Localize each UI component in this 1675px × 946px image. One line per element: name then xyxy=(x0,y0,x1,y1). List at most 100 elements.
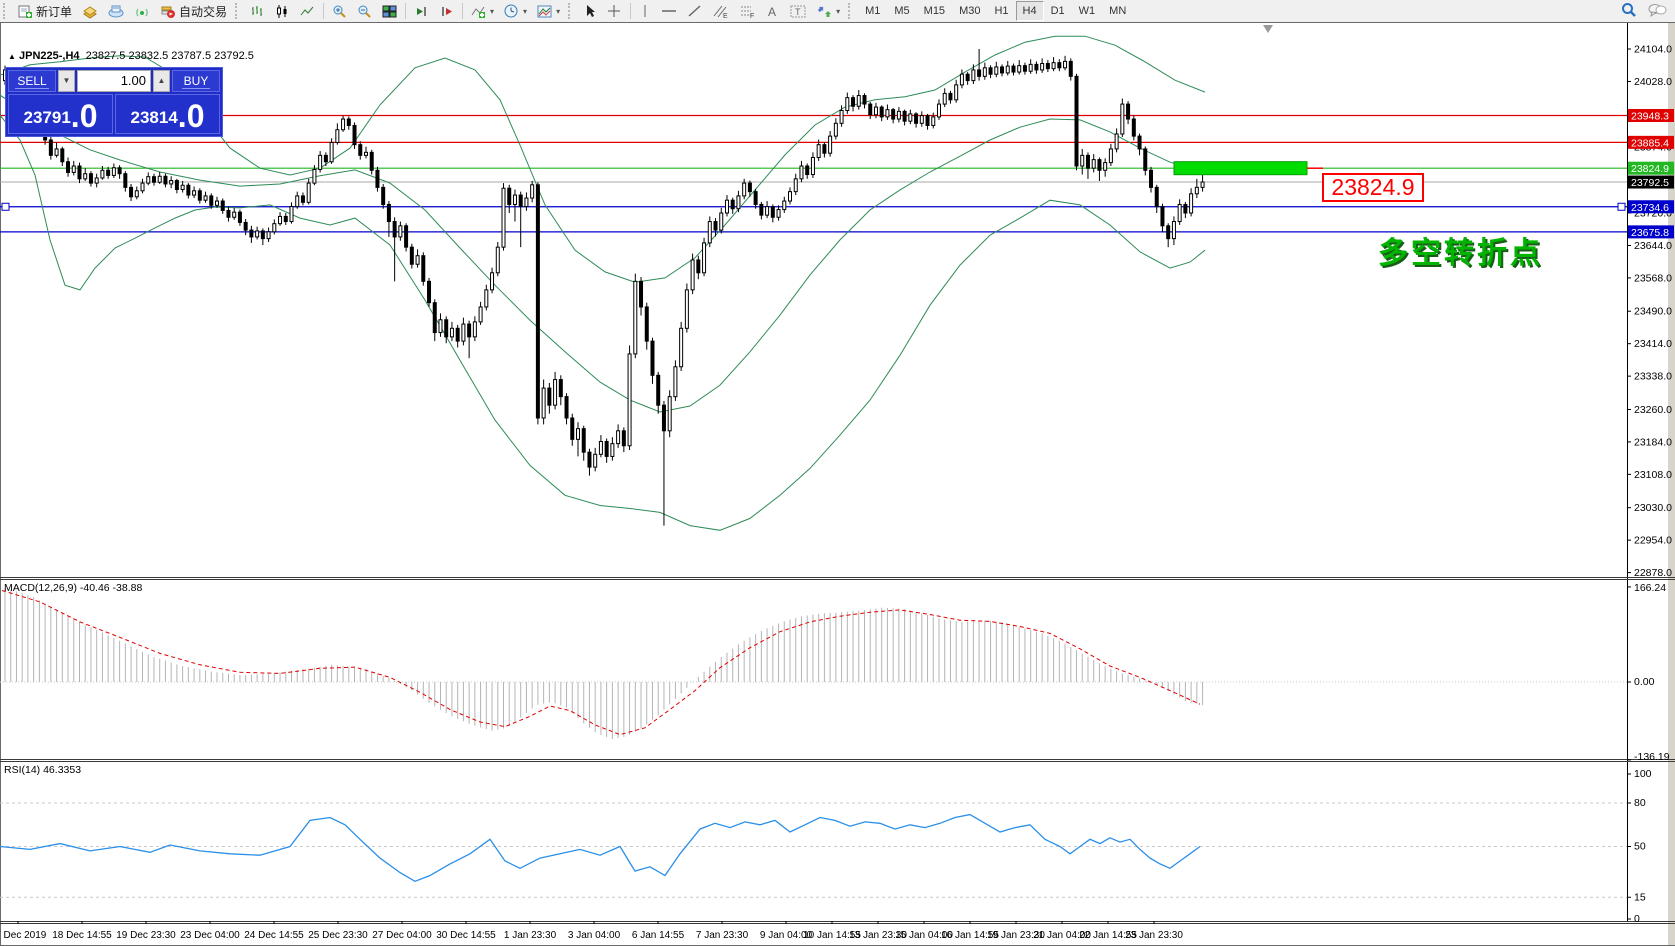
signals-button[interactable] xyxy=(129,0,155,22)
chevron-down-icon: ▾ xyxy=(490,6,495,16)
main-toolbar: 新订单 自动交易 ▾ ▾ ▾ xyxy=(0,0,1675,23)
periods-button[interactable]: ▾ xyxy=(499,0,532,22)
right-scroll-strip[interactable] xyxy=(1668,23,1675,945)
volume-up-button[interactable]: ▲ xyxy=(153,70,170,92)
svg-text:23792.5: 23792.5 xyxy=(1631,177,1669,189)
bollinger-middle-line xyxy=(0,94,1206,413)
search-icon[interactable] xyxy=(1621,2,1637,21)
toolbar-grip-2[interactable] xyxy=(235,3,242,19)
tile-windows-button[interactable] xyxy=(377,0,402,22)
svg-text:23260.0: 23260.0 xyxy=(1634,404,1672,416)
text-tool-button[interactable]: A xyxy=(761,0,785,22)
svg-text:23030.0: 23030.0 xyxy=(1634,502,1672,514)
templates-icon xyxy=(537,4,552,19)
window-border xyxy=(0,22,1675,946)
volume-down-button[interactable]: ▼ xyxy=(58,70,75,92)
new-order-icon xyxy=(18,4,33,19)
timeframe-w1[interactable]: W1 xyxy=(1078,5,1096,17)
label-tool-button[interactable]: T xyxy=(785,0,812,22)
line-chart-button[interactable] xyxy=(295,0,320,22)
svg-text:23885.4: 23885.4 xyxy=(1631,137,1669,149)
indicators-icon xyxy=(471,4,486,19)
macd-panel: 166.24 0.00 -136.19 MACD(12,26,9) -40.46 -3… xyxy=(0,582,1670,763)
svg-text:23 Dec 04:00: 23 Dec 04:00 xyxy=(180,930,240,941)
auto-scroll-button[interactable] xyxy=(409,0,434,22)
svg-text:23675.8: 23675.8 xyxy=(1631,227,1669,239)
toolbar-grip-3[interactable] xyxy=(568,3,575,19)
autotrade-button[interactable]: 自动交易 xyxy=(155,0,232,22)
timeframe-m1[interactable]: M1 xyxy=(865,5,881,17)
candle-chart-button[interactable] xyxy=(270,0,295,22)
chart-canvas[interactable]: 24104.024028.023950.023874.023796.023720… xyxy=(0,22,1675,946)
toolbar-grip-4[interactable] xyxy=(848,3,855,19)
market-button[interactable] xyxy=(103,0,129,22)
timeframe-m30[interactable]: M30 xyxy=(959,5,981,17)
line-chart-icon xyxy=(300,4,315,19)
axis-label-23824.9: 23824.9 xyxy=(1628,161,1674,175)
line-handle-right[interactable] xyxy=(1617,202,1626,211)
highlight-bar[interactable] xyxy=(1173,161,1308,176)
buy-price-panel[interactable]: 23814.0 xyxy=(115,94,220,134)
trendline-icon xyxy=(687,4,702,19)
trendline-tool-button[interactable] xyxy=(682,0,707,22)
chart-shift-marker[interactable] xyxy=(1263,25,1273,33)
svg-text:0.00: 0.00 xyxy=(1634,676,1655,688)
line-handle-left[interactable] xyxy=(1,202,10,211)
svg-text:23948.3: 23948.3 xyxy=(1631,110,1669,122)
vline-tool-button[interactable] xyxy=(634,0,656,22)
axis-label-current-price: 23792.5 xyxy=(1628,175,1674,189)
svg-text:21 Jan 04:00: 21 Jan 04:00 xyxy=(1033,930,1091,941)
sell-button[interactable]: SELL xyxy=(8,70,56,92)
svg-text:T: T xyxy=(795,7,801,17)
fibonacci-tool-button[interactable]: F xyxy=(734,0,761,22)
zoom-out-button[interactable] xyxy=(352,0,377,22)
crosshair-tool-button[interactable] xyxy=(602,0,627,22)
price-axis-labels: 24104.024028.023950.023874.023796.023720… xyxy=(1627,44,1672,579)
svg-text:22954.0: 22954.0 xyxy=(1634,535,1672,547)
metaeditor-button[interactable] xyxy=(77,0,103,22)
zoom-in-icon xyxy=(332,4,347,19)
toolbar-grip[interactable] xyxy=(3,3,10,19)
arrows-tool-button[interactable]: ▾ xyxy=(812,0,845,22)
price-callout-label[interactable]: 23824.9 xyxy=(1322,173,1424,202)
autotrade-label: 自动交易 xyxy=(179,4,228,19)
svg-text:6 Jan 14:55: 6 Jan 14:55 xyxy=(632,930,685,941)
svg-text:22878.0: 22878.0 xyxy=(1634,567,1672,579)
timeframe-m15[interactable]: M15 xyxy=(923,5,946,17)
sell-price-panel[interactable]: 23791.0 xyxy=(8,94,113,134)
chat-icon[interactable] xyxy=(1647,2,1667,21)
channel-tool-button[interactable]: E xyxy=(707,0,734,22)
volume-input[interactable]: 1.00 xyxy=(77,70,151,92)
collapse-arrow-icon[interactable]: ▲ xyxy=(8,52,16,61)
panel-splitter-0[interactable] xyxy=(0,577,1675,580)
rsi-panel: 100 80 50 15 0 RSI(14) 46.3353 xyxy=(0,764,1652,925)
timeframe-d1[interactable]: D1 xyxy=(1050,5,1065,17)
new-order-button[interactable]: 新订单 xyxy=(13,0,77,22)
templates-button[interactable]: ▾ xyxy=(532,0,565,22)
buy-button[interactable]: BUY xyxy=(172,70,220,92)
hline-tool-button[interactable] xyxy=(656,0,682,22)
chinese-annotation[interactable]: 多空转折点 xyxy=(1378,237,1543,270)
indicators-button[interactable]: ▾ xyxy=(466,0,499,22)
equidistant-channel-icon: E xyxy=(712,4,729,19)
chevron-down-icon: ▾ xyxy=(836,6,841,16)
bar-chart-button[interactable] xyxy=(245,0,270,22)
svg-text:24 Dec 14:55: 24 Dec 14:55 xyxy=(244,930,304,941)
timeframe-h4[interactable]: H4 xyxy=(1015,1,1044,21)
panel-splitter-2[interactable] xyxy=(0,921,1675,924)
svg-text:3 Jan 04:00: 3 Jan 04:00 xyxy=(568,930,621,941)
arrows-icon xyxy=(817,4,832,19)
zoom-in-button[interactable] xyxy=(327,0,352,22)
time-axis[interactable]: 17 Dec 2019 18 Dec 14:55 19 Dec 23:30 23 De… xyxy=(0,921,1183,941)
svg-text:80: 80 xyxy=(1634,797,1646,809)
sell-price: 23791 xyxy=(23,108,71,127)
panel-splitter-1[interactable] xyxy=(0,759,1675,762)
timeframe-m5[interactable]: M5 xyxy=(894,5,910,17)
timeframe-h1[interactable]: H1 xyxy=(994,5,1009,17)
chart-shift-button[interactable] xyxy=(434,0,459,22)
svg-text:166.24: 166.24 xyxy=(1634,582,1666,594)
cursor-tool-button[interactable] xyxy=(578,0,602,22)
horizontal-line-icon xyxy=(661,4,677,19)
chart-symbol-header: ▲ JPN225-,H4 23827.5 23832.5 23787.5 237… xyxy=(8,50,254,62)
timeframe-mn[interactable]: MN xyxy=(1109,5,1127,17)
